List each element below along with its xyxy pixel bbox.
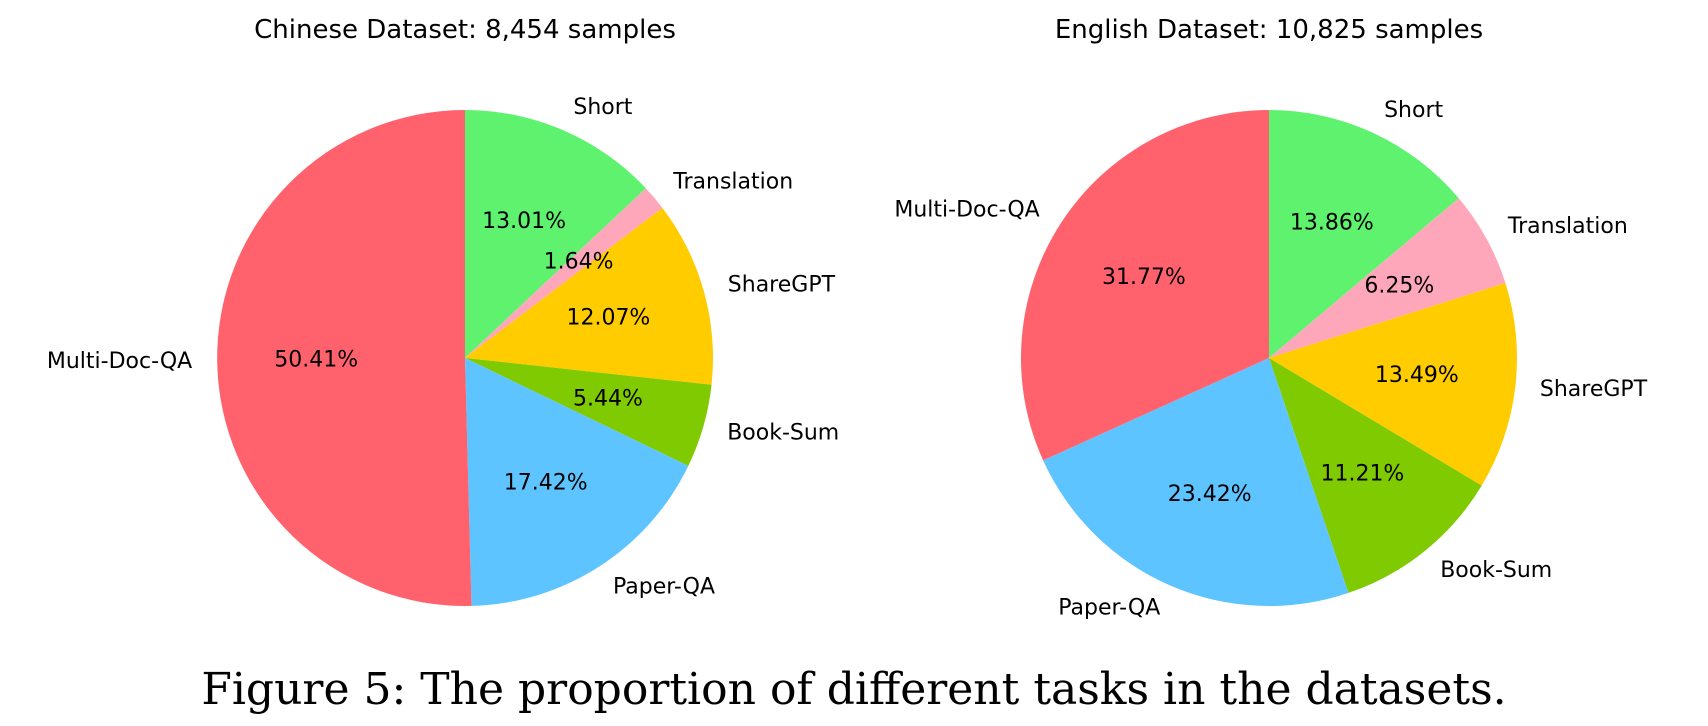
pie-pct-label-english-sharegpt: 13.49% [1375, 363, 1459, 388]
pie-pct-label-english-multi-doc-qa: 31.77% [1102, 265, 1186, 290]
pie-pct-label-chinese-translation: 1.64% [544, 249, 614, 274]
pie-slice-chinese-book-sum [465, 358, 712, 466]
pie-pct-label-english-book-sum: 11.21% [1320, 461, 1404, 486]
chart-title-english: English Dataset: 10,825 samples [1055, 15, 1483, 45]
pie-slice-chinese-paper-qa [465, 358, 689, 606]
pie-slice-label-chinese-book-sum: Book-Sum [727, 421, 839, 446]
pie-slice-label-english-translation: Translation [1507, 214, 1628, 239]
pie-slice-label-chinese-translation: Translation [672, 169, 793, 194]
chart-title-chinese: Chinese Dataset: 8,454 samples [254, 15, 676, 45]
pie-slice-label-english-book-sum: Book-Sum [1440, 558, 1552, 583]
pie-slice-label-english-sharegpt: ShareGPT [1540, 377, 1648, 402]
pie-slice-english-short [1269, 110, 1459, 358]
pie-pct-label-english-short: 13.86% [1290, 211, 1374, 236]
pie-pct-label-chinese-paper-qa: 17.42% [504, 471, 588, 496]
pie-slices-english [1020, 110, 1518, 607]
pie-slice-chinese-short [465, 110, 646, 358]
pie-slice-chinese-translation [465, 188, 663, 358]
pie-slice-label-chinese-multi-doc-qa: Multi-Doc-QA [47, 349, 192, 374]
figure-caption: Figure 5: The proportion of different ta… [201, 664, 1507, 715]
pie-pct-label-chinese-short: 13.01% [482, 209, 566, 234]
pie-pct-label-chinese-sharegpt: 12.07% [566, 306, 650, 331]
pie-slices-chinese [217, 110, 714, 606]
pie-slice-label-english-paper-qa: Paper-QA [1058, 596, 1160, 621]
pie-pct-label-chinese-book-sum: 5.44% [573, 387, 643, 412]
pie-pct-label-english-paper-qa: 23.42% [1168, 482, 1252, 507]
pie-pct-label-chinese-multi-doc-qa: 50.41% [274, 347, 358, 372]
pie-slice-label-chinese-short: Short [573, 95, 632, 120]
pie-slice-english-sharegpt [1269, 283, 1518, 486]
pie-slice-chinese-sharegpt [465, 207, 714, 385]
pie-slice-label-english-short: Short [1384, 98, 1443, 123]
pie-slice-english-multi-doc-qa [1020, 110, 1269, 461]
pie-chart-english: English Dataset: 10,825 samples 13.86% Sh… [894, 15, 1647, 621]
pie-slice-label-chinese-sharegpt: ShareGPT [728, 273, 836, 298]
pie-slice-chinese-multi-doc-qa [217, 110, 472, 606]
pie-chart-chinese: Chinese Dataset: 8,454 samples 13.01% Sho… [47, 15, 839, 606]
pie-pct-label-english-translation: 6.25% [1364, 274, 1434, 299]
pie-slice-english-paper-qa [1043, 358, 1349, 607]
pie-labels-chinese: 13.01% Short 1.64% Translation 12.07% ShareGP… [47, 95, 839, 600]
pie-slice-english-book-sum [1269, 358, 1482, 593]
pie-slice-label-english-multi-doc-qa: Multi-Doc-QA [894, 198, 1039, 223]
pie-slice-english-translation [1269, 198, 1506, 358]
pie-slice-label-chinese-paper-qa: Paper-QA [613, 575, 715, 600]
pie-labels-english: 13.86% Short 6.25% Translation 13.49% ShareGP… [894, 98, 1647, 621]
